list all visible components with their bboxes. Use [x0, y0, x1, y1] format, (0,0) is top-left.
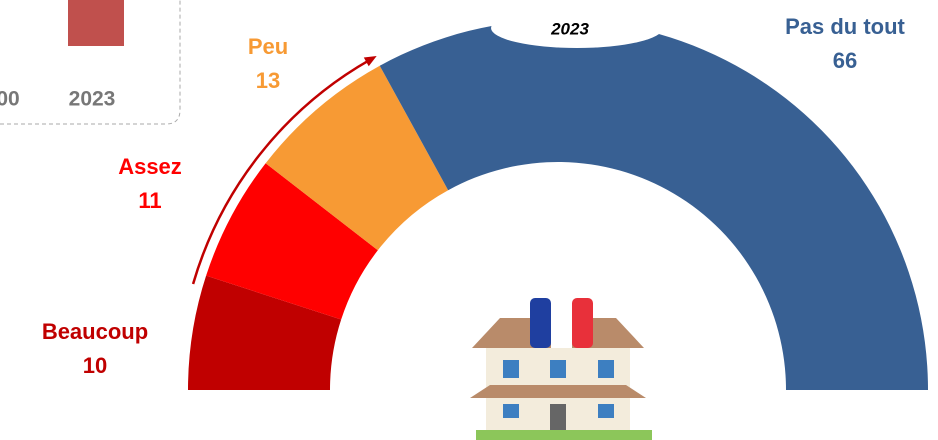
- inset-label: 00: [0, 88, 20, 111]
- segment-value: 11: [138, 188, 161, 213]
- segment-label: Pas du tout: [785, 14, 905, 39]
- segment-label: Beaucoup: [42, 319, 148, 344]
- inset-label: 2023: [69, 88, 116, 111]
- segment-value: 66: [833, 48, 857, 73]
- chart-title: 2023: [550, 19, 589, 38]
- chart: 2023 00 2023 Beaucoup 10 Assez 11 Peu 13 Pas du …: [0, 0, 938, 440]
- segment-value: 13: [256, 68, 280, 93]
- segment: [380, 20, 928, 390]
- house: [470, 298, 652, 440]
- inset-bar: [68, 0, 124, 46]
- segment-label: Peu: [248, 34, 288, 59]
- segment-label: Assez: [118, 154, 182, 179]
- segment-value: 10: [83, 353, 107, 378]
